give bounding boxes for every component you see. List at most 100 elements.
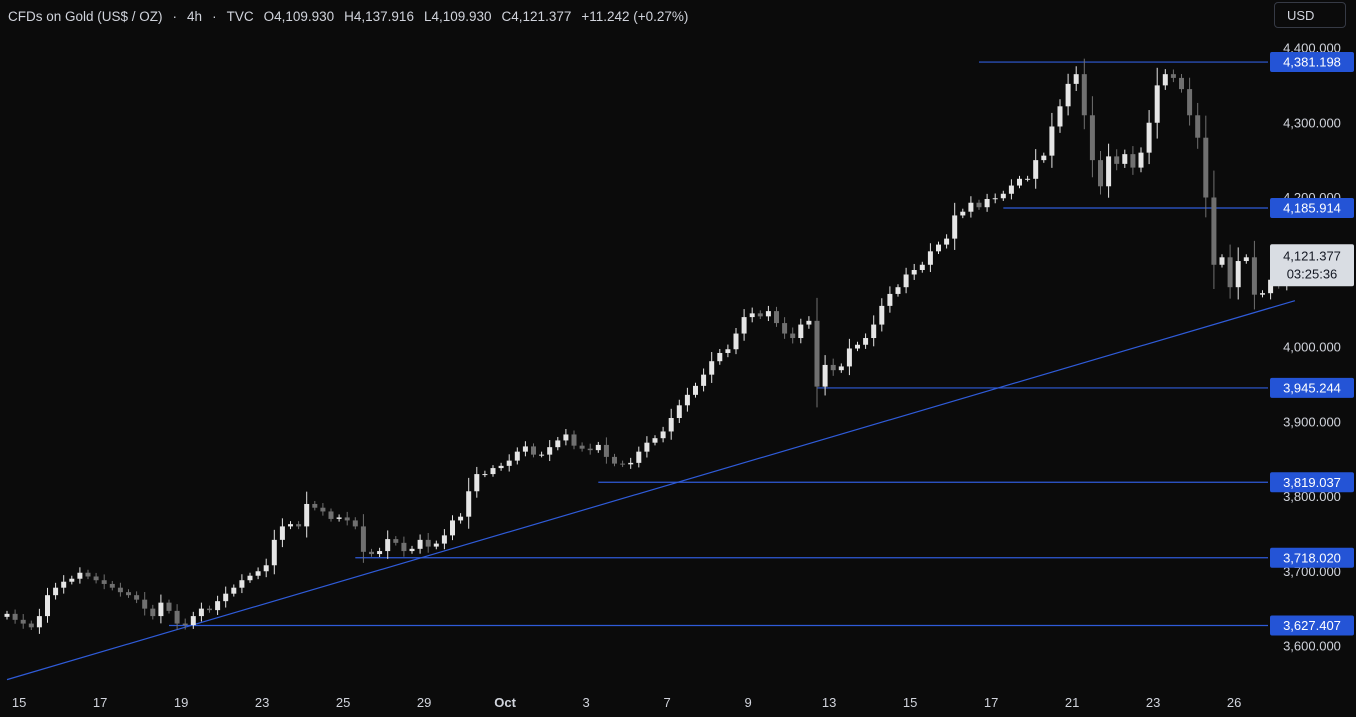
candle-body[interactable] (968, 202, 974, 212)
candle-body[interactable] (1017, 178, 1022, 186)
candle-body[interactable] (652, 438, 658, 443)
candle-body[interactable] (782, 323, 788, 334)
candle-body[interactable] (587, 448, 593, 451)
candle-body[interactable] (69, 578, 75, 582)
candle-body[interactable] (417, 539, 423, 549)
candle-body[interactable] (563, 434, 569, 441)
candle-body[interactable] (603, 444, 609, 457)
candle-body[interactable] (1203, 137, 1209, 198)
candle-body[interactable] (1162, 74, 1168, 86)
candle-body[interactable] (1211, 197, 1217, 265)
candle-body[interactable] (53, 587, 59, 596)
candle-body[interactable] (936, 244, 941, 252)
level-price-tag[interactable] (1270, 52, 1354, 73)
candle-body[interactable] (425, 539, 431, 547)
candle-body[interactable] (61, 581, 67, 588)
candle-body[interactable] (749, 313, 755, 318)
candle-body[interactable] (1235, 261, 1241, 288)
candle-body[interactable] (20, 619, 26, 624)
candle-body[interactable] (1025, 178, 1031, 180)
candle-body[interactable] (271, 539, 277, 566)
candle-body[interactable] (352, 520, 358, 527)
candle-body[interactable] (571, 434, 577, 446)
candle-body[interactable] (134, 595, 140, 600)
candle-body[interactable] (855, 344, 860, 349)
candle-body[interactable] (1114, 156, 1120, 164)
candle-body[interactable] (620, 463, 626, 465)
candle-body[interactable] (1057, 106, 1063, 127)
candle-body[interactable] (490, 468, 496, 475)
candle-body[interactable] (895, 287, 901, 294)
candle-body[interactable] (198, 608, 204, 617)
candle-body[interactable] (838, 366, 844, 371)
candle-body[interactable] (522, 446, 528, 452)
candle-body[interactable] (952, 215, 958, 239)
candle-body[interactable] (101, 580, 107, 584)
candle-body[interactable] (28, 623, 34, 628)
candle-body[interactable] (247, 575, 253, 581)
candle-body[interactable] (539, 454, 545, 456)
candle-body[interactable] (595, 444, 601, 451)
candle-body[interactable] (109, 583, 115, 588)
candle-body[interactable] (1243, 257, 1249, 262)
candle-body[interactable] (863, 338, 869, 345)
candle-body[interactable] (296, 524, 302, 527)
candle-body[interactable] (312, 503, 318, 508)
candle-body[interactable] (709, 361, 715, 375)
candle-body[interactable] (182, 623, 188, 626)
candle-body[interactable] (369, 551, 374, 555)
candle-body[interactable] (158, 602, 164, 617)
candle-body[interactable] (684, 394, 690, 406)
candle-body[interactable] (506, 460, 512, 466)
symbol-title[interactable]: CFDs on Gold (US$ / OZ) (8, 8, 163, 24)
candle-body[interactable] (482, 474, 488, 476)
candle-body[interactable] (1187, 89, 1193, 116)
candle-body[interactable] (1081, 74, 1087, 116)
candle-body[interactable] (223, 593, 229, 602)
level-price-tag[interactable] (1270, 472, 1354, 493)
candle-body[interactable] (1146, 122, 1152, 153)
candle-body[interactable] (1122, 154, 1128, 164)
candle-body[interactable] (1170, 74, 1176, 78)
candle-body[interactable] (336, 517, 342, 519)
candle-body[interactable] (765, 311, 771, 317)
level-price-tag[interactable] (1270, 615, 1354, 636)
level-price-tag[interactable] (1270, 547, 1354, 568)
candle-body[interactable] (1219, 257, 1225, 265)
candle-body[interactable] (774, 311, 779, 324)
candle-body[interactable] (798, 324, 804, 339)
candle-body[interactable] (207, 608, 212, 611)
candle-body[interactable] (263, 565, 269, 572)
candle-body[interactable] (717, 352, 723, 362)
candle-body[interactable] (360, 526, 366, 552)
candle-body[interactable] (871, 324, 877, 339)
candle-body[interactable] (879, 305, 885, 325)
candle-body[interactable] (45, 595, 50, 617)
candle-body[interactable] (458, 516, 464, 521)
candle-body[interactable] (401, 542, 407, 552)
candle-body[interactable] (1130, 154, 1136, 168)
candle-body[interactable] (741, 317, 747, 334)
candle-body[interactable] (288, 524, 293, 527)
candle-body[interactable] (911, 270, 917, 275)
candle-body[interactable] (126, 592, 131, 596)
candle-body[interactable] (117, 587, 123, 593)
candle-body[interactable] (636, 451, 642, 463)
candle-body[interactable] (1195, 115, 1201, 138)
candle-body[interactable] (239, 580, 245, 588)
candle-body[interactable] (660, 431, 666, 439)
candle-body[interactable] (1098, 160, 1103, 187)
candle-body[interactable] (676, 405, 682, 419)
candle-body[interactable] (1073, 74, 1079, 84)
candle-body[interactable] (701, 374, 707, 386)
candle-body[interactable] (344, 517, 350, 521)
candle-body[interactable] (304, 503, 310, 527)
last-price-tag[interactable] (1270, 244, 1354, 287)
candle-body[interactable] (644, 442, 650, 452)
candle-body[interactable] (903, 274, 909, 288)
candle-body[interactable] (498, 465, 504, 469)
candle-body[interactable] (814, 320, 820, 387)
candle-body[interactable] (36, 616, 42, 628)
candle-body[interactable] (279, 526, 285, 540)
